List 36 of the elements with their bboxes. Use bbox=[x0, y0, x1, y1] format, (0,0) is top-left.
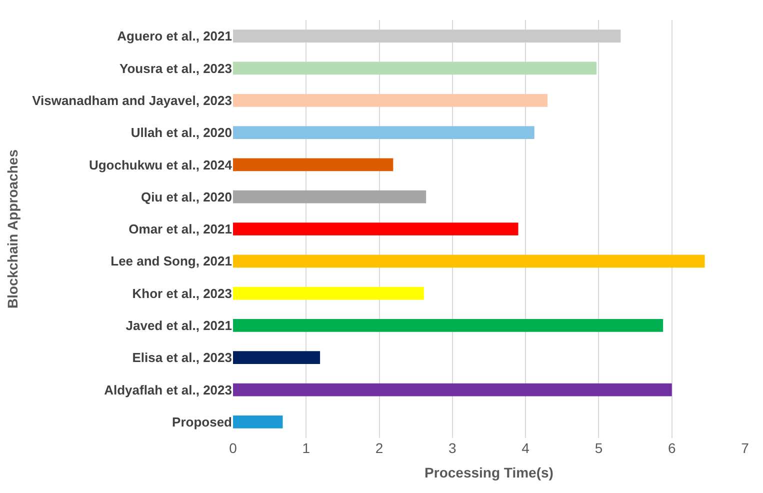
y-tick-label: Viswanadham and Jayavel, 2023 bbox=[32, 92, 232, 108]
x-tick-label: 7 bbox=[741, 440, 750, 456]
bar bbox=[233, 94, 548, 107]
bar bbox=[233, 319, 664, 332]
y-tick-label: Aldyaflah et al., 2023 bbox=[104, 382, 232, 398]
bar bbox=[233, 158, 394, 172]
y-tick-label: Omar et al., 2021 bbox=[128, 222, 232, 237]
y-tick-label: Khor et al., 2023 bbox=[132, 286, 232, 301]
y-tick-label: Ugochukwu et al., 2024 bbox=[88, 157, 233, 172]
bar bbox=[233, 62, 597, 75]
bar bbox=[233, 351, 320, 364]
x-tick-label: 2 bbox=[375, 440, 384, 456]
x-tick-label: 1 bbox=[302, 440, 310, 456]
bar bbox=[233, 254, 705, 268]
x-axis-title: Processing Time(s) bbox=[424, 464, 554, 480]
bar bbox=[233, 126, 534, 139]
bar bbox=[233, 30, 621, 43]
x-tick-label: 0 bbox=[229, 440, 238, 456]
y-tick-label: Lee and Song, 2021 bbox=[110, 254, 232, 269]
bar bbox=[233, 222, 518, 236]
y-tick-label: Qiu et al., 2020 bbox=[140, 189, 232, 204]
y-tick-label: Yousra et al., 2023 bbox=[120, 60, 232, 76]
x-tick-label: 3 bbox=[448, 440, 457, 456]
y-tick-label: Proposed bbox=[172, 414, 232, 430]
x-tick-label: 6 bbox=[668, 440, 676, 456]
bar bbox=[233, 286, 424, 300]
y-tick-label: Elisa et al., 2023 bbox=[132, 350, 232, 366]
y-tick-label: Ullah et al., 2020 bbox=[130, 125, 232, 140]
x-tick-label: 5 bbox=[594, 440, 603, 456]
y-tick-label: Javed et al., 2021 bbox=[126, 318, 232, 334]
bar bbox=[233, 190, 426, 204]
y-tick-label: Aguero et al., 2021 bbox=[117, 28, 232, 44]
bar bbox=[233, 415, 283, 428]
y-axis-title: Blockchain Approaches bbox=[4, 149, 21, 308]
bar bbox=[233, 383, 672, 396]
x-tick-label: 4 bbox=[522, 440, 530, 456]
